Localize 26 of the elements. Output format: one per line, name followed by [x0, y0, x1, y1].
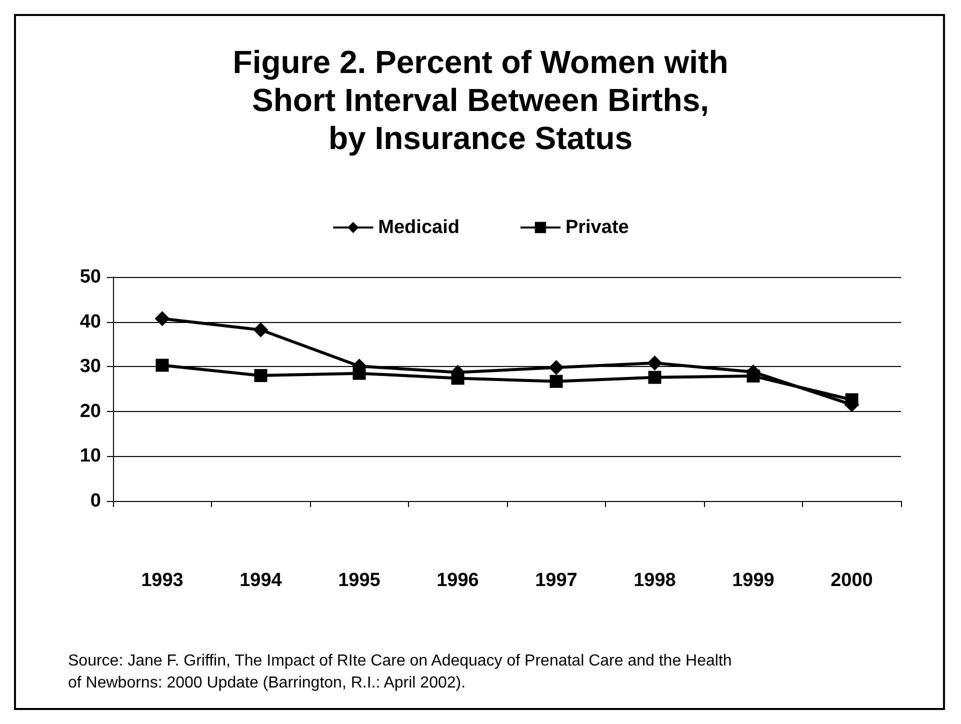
x-tick-label: 2000	[830, 570, 873, 591]
x-tick-label: 1997	[535, 570, 578, 591]
x-tick-label: 1994	[240, 570, 282, 591]
legend-label: Private	[565, 217, 629, 238]
legend-label: Medicaid	[378, 217, 460, 238]
point	[550, 374, 563, 388]
point	[154, 311, 170, 326]
y-tick-label: 20	[80, 400, 101, 422]
x-tick-label: 1993	[141, 570, 184, 591]
x-tick-label: 1995	[338, 570, 381, 591]
point	[648, 370, 662, 384]
x-tick-label: 1996	[436, 570, 479, 591]
y-tick-label: 30	[80, 356, 101, 378]
point	[548, 360, 564, 375]
source-note: Source: Jane F. Griffin, The Impact of RIte Care on Adequacy of Prenatal Care and the Health of Newborns: 2000 Update (Barrington, R.I.: April 2002).	[68, 652, 736, 692]
y-tick-label: 0	[90, 490, 101, 512]
point	[647, 356, 662, 371]
point	[253, 322, 268, 338]
chart-title: Figure 2. Percent of Women with Short Interval Between Births, by Insurance Status	[232, 44, 728, 156]
point	[156, 358, 169, 372]
y-tick-label: 50	[80, 266, 101, 288]
y-tick-label: 40	[80, 311, 101, 332]
x-tick-label: 1998	[634, 570, 676, 591]
y-tick-label: 10	[80, 446, 101, 467]
point	[254, 369, 268, 382]
x-tick-label: 1999	[732, 570, 774, 591]
